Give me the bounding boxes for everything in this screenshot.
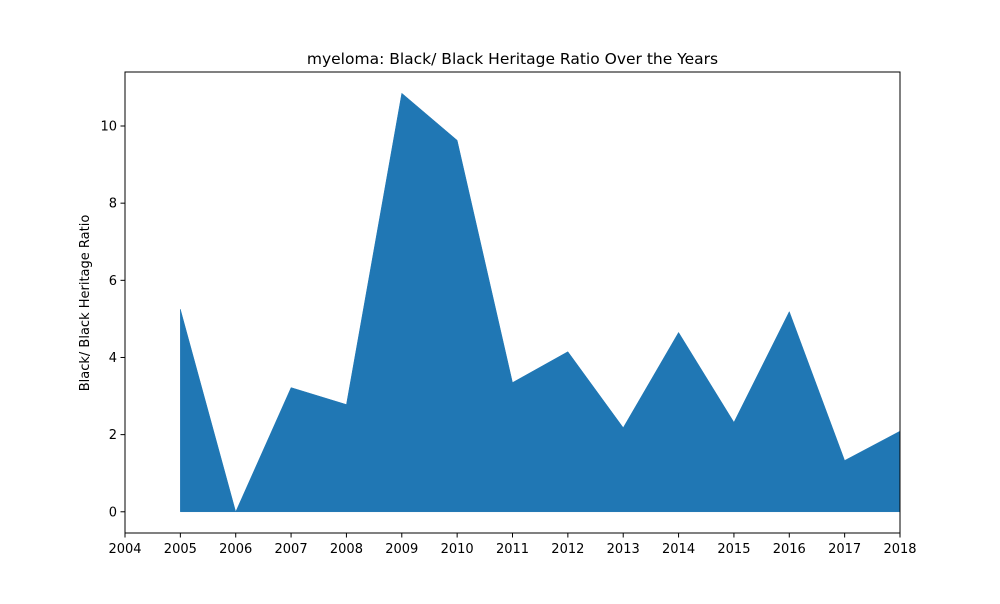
chart-title: myeloma: Black/ Black Heritage Ratio Ove… (307, 50, 718, 68)
x-axis: 2004 2005 2006 2007 2008 2009 2010 2011 2012 2013… (108, 533, 917, 557)
x-tick-label: 2018 (883, 542, 916, 557)
y-tick-label: 4 (109, 351, 117, 366)
plot-area (180, 92, 901, 513)
x-tick-label: 2007 (275, 542, 308, 557)
x-tick-label: 2005 (164, 542, 197, 557)
x-tick-label: 2004 (108, 542, 141, 557)
y-tick-label: 0 (109, 505, 117, 520)
y-tick-label: 10 (100, 120, 117, 135)
y-axis-label: Black/ Black Heritage Ratio (78, 215, 93, 392)
x-tick-label: 2017 (828, 542, 861, 557)
y-tick-label: 8 (109, 197, 117, 212)
x-tick-label: 2008 (330, 542, 363, 557)
x-tick-label: 2006 (219, 542, 252, 557)
x-tick-label: 2013 (607, 542, 640, 557)
x-tick-label: 2009 (385, 542, 418, 557)
x-tick-label: 2016 (773, 542, 806, 557)
x-tick-label: 2014 (662, 542, 695, 557)
x-tick-label: 2010 (441, 542, 474, 557)
x-tick-label: 2011 (496, 542, 529, 557)
x-tick-label: 2012 (551, 542, 584, 557)
y-axis: 0 2 4 6 8 10 (100, 120, 125, 520)
x-tick-label: 2015 (717, 542, 750, 557)
area-series (180, 92, 901, 513)
y-tick-label: 2 (109, 428, 117, 443)
y-tick-label: 6 (109, 274, 117, 289)
